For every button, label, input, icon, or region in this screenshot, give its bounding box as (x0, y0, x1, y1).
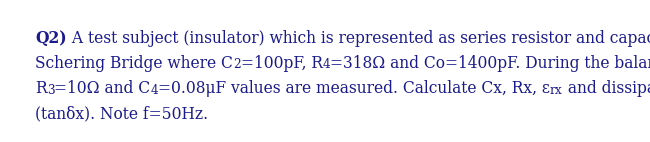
Text: Schering Bridge where C: Schering Bridge where C (35, 55, 233, 72)
Text: 2: 2 (233, 59, 240, 72)
Text: =318Ω and Co=1400pF. During the balance conditions: =318Ω and Co=1400pF. During the balance … (330, 55, 650, 72)
Text: Q2): Q2) (35, 30, 66, 47)
Text: 4: 4 (322, 59, 330, 72)
Text: R: R (35, 80, 47, 97)
Text: 4: 4 (150, 83, 158, 97)
Text: =10Ω and C: =10Ω and C (54, 80, 150, 97)
Text: =100pF, R: =100pF, R (240, 55, 322, 72)
Text: (tanδx). Note f=50Hz.: (tanδx). Note f=50Hz. (35, 105, 208, 122)
Text: and dissipation factor: and dissipation factor (563, 80, 650, 97)
Text: 3: 3 (47, 83, 54, 97)
Text: =0.08μF values are measured. Calculate Cx, Rx, ε: =0.08μF values are measured. Calculate C… (158, 80, 550, 97)
Text: rx: rx (550, 83, 563, 97)
Text: A test subject (insulator) which is represented as series resistor and capacity : A test subject (insulator) which is repr… (66, 30, 650, 47)
